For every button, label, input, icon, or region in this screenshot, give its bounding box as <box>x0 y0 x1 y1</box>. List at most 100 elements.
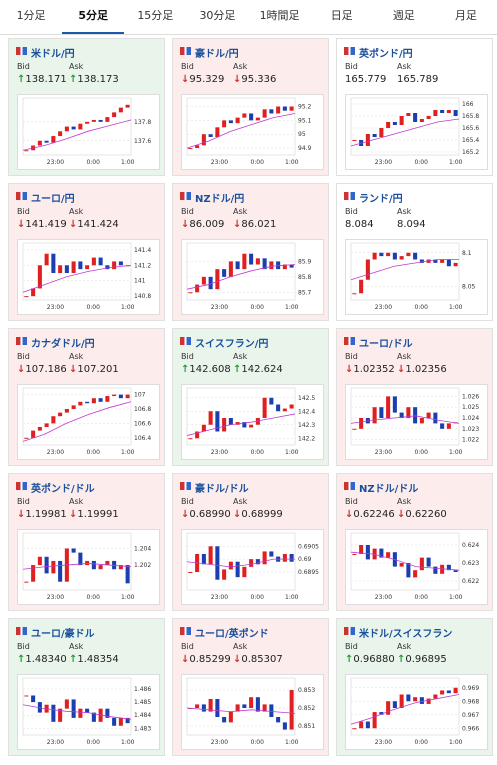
y-tick-label: 8.05 <box>462 284 476 291</box>
ask-value: ↓0.85307 <box>233 654 283 665</box>
rate-card[interactable]: NZドル/円 Bid Ask ↓86.009 ↓86.021 85.9 85.8 85.7 23… <box>172 183 329 321</box>
ask-value: ↓1.19991 <box>69 509 119 520</box>
rate-card[interactable]: 豪ドル/ドル Bid Ask ↓0.68990 ↓0.68999 0.6905 0.69 0.… <box>172 473 329 611</box>
candle <box>372 252 377 260</box>
timeframe-tab[interactable]: 1時間足 <box>259 9 300 22</box>
candle <box>352 140 357 141</box>
ask-label: Ask <box>397 62 412 71</box>
x-tick-label: 1:00 <box>285 739 299 746</box>
rate-card[interactable]: 英ポンド/円 Bid Ask 165.779 165.789 166 165.8 165.6 1… <box>336 38 493 176</box>
pair-title: NZドル/円 <box>195 194 245 205</box>
rate-card[interactable]: 英ポンド/ドル Bid Ask ↓1.19981 ↓1.19991 1.204 1.202 2… <box>8 473 165 611</box>
rate-card[interactable]: ユーロ/英ポンド Bid Ask ↓0.85299 ↓0.85307 0.853 0.852… <box>172 618 329 756</box>
plot-frame <box>186 97 296 156</box>
candle <box>426 698 431 704</box>
candle <box>118 565 123 570</box>
candle <box>372 134 377 137</box>
candle <box>406 563 411 578</box>
candle <box>352 554 357 555</box>
timeframe-tab[interactable]: 月足 <box>454 9 477 22</box>
candle <box>282 264 287 270</box>
rate-card[interactable]: 米ドル/スイスフラン Bid Ask ↑0.96880 ↑0.96895 0.969 0.9… <box>336 618 493 756</box>
pair-title: 米ドル/円 <box>31 49 75 60</box>
rate-card[interactable]: ユーロ/豪ドル Bid Ask ↑1.48340 ↑1.48354 1.486 1.485 1… <box>8 618 165 756</box>
bid-value: ↓107.186 <box>17 364 67 375</box>
candle <box>235 261 240 270</box>
moving-average <box>186 707 296 714</box>
ask-label: Ask <box>233 62 248 71</box>
x-tick-label: 1:00 <box>285 449 299 456</box>
candle <box>105 708 110 718</box>
candle <box>64 265 69 273</box>
candle <box>112 112 117 118</box>
bid-value: ↓1.19981 <box>17 509 67 520</box>
candle <box>71 126 76 130</box>
timeframe-tab[interactable]: 5分足 <box>62 0 125 34</box>
ask-label: Ask <box>397 497 412 506</box>
candle <box>249 697 254 708</box>
rate-card[interactable]: NZドル/ドル Bid Ask ↓0.62246 ↓0.62260 0.624 0.623 0… <box>336 473 493 611</box>
candle <box>289 404 294 409</box>
candle <box>58 708 63 722</box>
trend-arrow: ↑ <box>233 364 242 375</box>
y-tick-label: 1.484 <box>134 712 151 719</box>
bid-label: Bid <box>181 352 194 361</box>
candle <box>262 258 267 270</box>
bid-label: Bid <box>181 62 194 71</box>
candle <box>51 136 56 143</box>
y-tick-label: 0.6895 <box>298 569 319 576</box>
moving-average <box>22 264 132 293</box>
candle <box>269 397 274 405</box>
mini-chart: 0.6905 0.69 0.6895 23:00 0:00 1:00 <box>181 529 324 605</box>
y-tick-label: 95.2 <box>298 104 312 111</box>
bid-label: Bid <box>17 642 30 651</box>
x-tick-label: 0:00 <box>250 739 264 746</box>
rate-card[interactable]: 米ドル/円 Bid Ask ↑138.171 ↑138.173 137.8 137.6 23:… <box>8 38 165 176</box>
candle <box>282 106 287 111</box>
timeframe-tab[interactable]: 1分足 <box>16 9 46 22</box>
ask-price: 1.19991 <box>77 509 119 520</box>
ask-label: Ask <box>69 207 84 216</box>
ask-price: 95.336 <box>241 74 277 85</box>
candle <box>392 701 397 708</box>
timeframe-tab[interactable]: 15分足 <box>137 9 174 22</box>
y-tick-label: 107 <box>134 392 146 399</box>
candle <box>78 708 83 718</box>
y-tick-label: 1.022 <box>462 437 479 444</box>
trend-arrow: ↓ <box>17 364 26 375</box>
candle <box>85 401 90 404</box>
y-tick-label: 1.202 <box>134 562 151 569</box>
candle <box>406 252 411 257</box>
trend-arrow: ↑ <box>345 654 354 665</box>
flag-icon <box>344 337 355 345</box>
timeframe-tab[interactable]: 週足 <box>392 9 415 22</box>
moving-average <box>186 558 295 568</box>
candle <box>419 119 424 122</box>
rate-card[interactable]: カナダドル/円 Bid Ask ↓107.186 ↓107.201 107 106.8 106… <box>8 328 165 466</box>
y-tick-label: 141.4 <box>134 247 151 254</box>
rate-card[interactable]: ユーロ/ドル Bid Ask ↓1.02352 ↓1.02356 1.026 1.025 1.… <box>336 328 493 466</box>
rate-card[interactable]: ユーロ/円 Bid Ask ↓141.419 ↓141.424 141.4 141.2 141… <box>8 183 165 321</box>
candle <box>289 264 294 268</box>
flag-icon <box>180 627 191 635</box>
candle <box>379 407 384 418</box>
candle <box>406 694 411 702</box>
timeframe-tab[interactable]: 日足 <box>330 9 353 22</box>
bid-value: 165.779 <box>345 74 386 85</box>
rate-card[interactable]: ランド/円 Bid Ask 8.084 8.094 8.1 8.05 23:00 0:00 1:0… <box>336 183 493 321</box>
candle <box>201 134 206 146</box>
rate-card[interactable]: 豪ドル/円 Bid Ask ↓95.329 ↓95.336 95.2 95.1 95 94.9 2… <box>172 38 329 176</box>
candle <box>188 438 193 440</box>
candle <box>282 722 287 730</box>
y-tick-label: 165.2 <box>462 149 479 156</box>
timeframe-tab[interactable]: 30分足 <box>199 9 236 22</box>
rate-card[interactable]: スイスフラン/円 Bid Ask ↑142.608 ↑142.624 142.5 142.4… <box>172 328 329 466</box>
x-tick-label: 1:00 <box>121 594 135 601</box>
y-tick-label: 85.9 <box>298 258 312 265</box>
candle <box>215 411 220 432</box>
trend-arrow: ↑ <box>17 74 26 85</box>
candle <box>426 557 431 567</box>
bid-price: 1.02352 <box>353 364 395 375</box>
y-tick-label: 0.967 <box>462 712 479 719</box>
mini-chart: 137.8 137.6 23:00 0:00 1:00 <box>17 94 160 170</box>
